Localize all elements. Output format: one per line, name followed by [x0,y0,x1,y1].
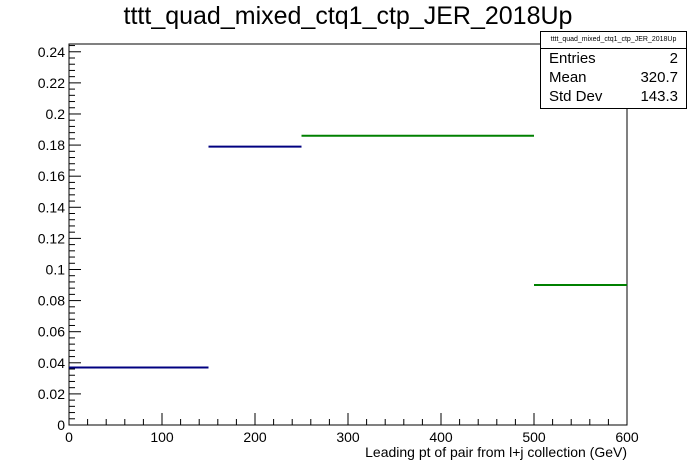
x-axis-label: Leading pt of pair from l+j collection (… [365,444,627,460]
x-tick-label: 300 [336,429,360,445]
y-tick-label: 0.16 [38,168,65,184]
x-tick-label: 600 [615,429,639,445]
x-tick-label: 400 [429,429,453,445]
stats-row-entries: Entries 2 [541,49,686,68]
y-tick-label: 0.12 [38,230,65,246]
y-tick-label: 0.1 [46,261,66,277]
stats-label: Mean [549,69,587,86]
y-tick-label: 0.24 [38,44,65,60]
x-tick-label: 0 [65,429,73,445]
y-tick-label: 0.14 [38,199,65,215]
x-tick-label: 100 [150,429,174,445]
stats-value: 320.7 [640,69,678,86]
stats-label: Entries [549,50,596,67]
y-tick-label: 0.08 [38,293,65,309]
x-tick-label: 500 [522,429,546,445]
y-tick-label: 0.04 [38,355,65,371]
stats-row-mean: Mean 320.7 [541,68,686,87]
stats-value: 2 [669,50,678,67]
stats-box-title: tttt_quad_mixed_ctq1_ctp_JER_2018Up [541,32,686,49]
x-tick-label: 200 [243,429,267,445]
y-tick-label: 0 [57,417,65,433]
stats-label: Std Dev [549,88,603,105]
y-tick-label: 0.06 [38,324,65,340]
y-tick-label: 0.02 [38,386,65,402]
chart-title: tttt_quad_mixed_ctq1_ctp_JER_2018Up [123,2,573,30]
y-tick-label: 0.2 [46,106,66,122]
stats-box: tttt_quad_mixed_ctq1_ctp_JER_2018Up Entr… [540,31,687,109]
y-tick-label: 0.18 [38,137,65,153]
stats-value: 143.3 [640,88,678,105]
y-tick-label: 0.22 [38,75,65,91]
stats-row-stddev: Std Dev 143.3 [541,87,686,106]
